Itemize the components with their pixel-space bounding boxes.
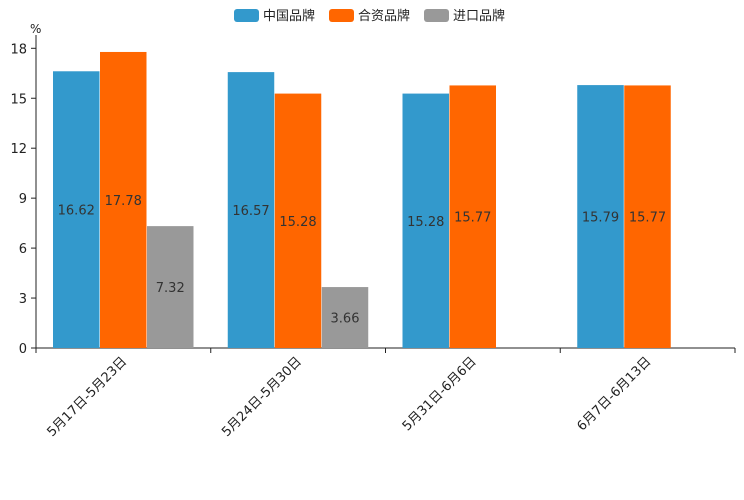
legend-label-2[interactable]: 合资品牌 [358,8,410,24]
x-tick-label: 5月17日-5月23日 [44,354,130,440]
bar-2-3[interactable] [449,85,497,348]
y-tick-label: 15 [10,92,27,107]
x-axis: 5月17日-5月23日 5月24日-5月30日 5月31日-6月6日 6月7日-6月1… [35,347,736,440]
legend-swatch-1[interactable] [234,9,259,22]
y-tick-label: 6 [19,242,27,257]
legend-label-1[interactable]: 中国品牌 [263,8,315,24]
data-label: 15.77 [629,211,666,226]
bar-2-2[interactable] [274,93,322,348]
y-axis: 0 3 6 9 12 15 18 [10,35,37,357]
y-unit-label: % [30,22,41,36]
data-label: 3.66 [331,312,360,327]
bar-1-4[interactable] [577,85,624,348]
x-tick-label: 5月24日-5月30日 [219,354,305,440]
y-tick-label: 9 [19,192,27,207]
y-tick-label: 12 [10,142,27,157]
legend: 中国品牌 合资品牌 进口品牌 [234,8,505,24]
bar-2-4[interactable] [624,85,671,348]
legend-swatch-2[interactable] [329,9,354,22]
data-label: 15.28 [279,215,316,230]
bar-3-1[interactable] [147,226,194,348]
data-label: 16.62 [58,204,95,219]
data-label: 7.32 [156,281,185,296]
y-tick-label: 18 [10,42,27,57]
legend-swatch-3[interactable] [424,9,449,22]
bar-1-2[interactable] [227,72,275,348]
bar-2-1[interactable] [100,51,147,348]
y-tick-label: 3 [19,292,27,307]
bars [53,51,671,348]
data-label: 15.79 [582,211,619,226]
data-label: 16.57 [232,204,269,219]
data-label: 17.78 [105,194,142,209]
bar-3-2[interactable] [321,287,369,348]
bar-1-3[interactable] [402,93,450,348]
data-labels: 16.62 17.78 7.32 16.57 15.28 3.66 15.28 15.77 15… [58,194,666,327]
y-tick-label: 0 [19,342,27,357]
bar-1-1[interactable] [53,71,100,348]
data-label: 15.77 [454,211,491,226]
x-tick-label: 5月31日-6月6日 [400,354,480,434]
data-label: 15.28 [407,215,444,230]
x-tick-label: 6月7日-6月13日 [575,354,655,434]
legend-label-3[interactable]: 进口品牌 [453,8,505,24]
